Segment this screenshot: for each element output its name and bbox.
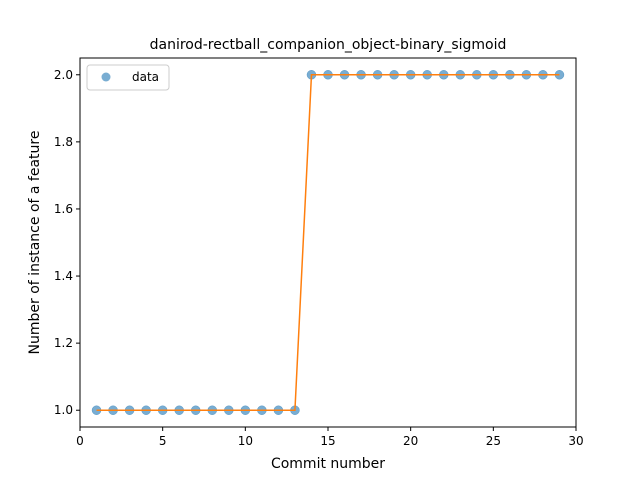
y-tick-label: 1.0 <box>54 403 73 417</box>
y-tick-label: 1.6 <box>54 202 73 216</box>
x-axis-label: Commit number <box>271 456 385 472</box>
plot-area <box>91 70 565 415</box>
x-axis: 0 5 10 15 20 25 30 <box>76 427 584 448</box>
chart-title: danirod-rectball_companion_object-binary… <box>150 37 507 53</box>
y-tick-label: 1.2 <box>54 336 73 350</box>
legend: data <box>86 64 170 91</box>
y-axis-label: Number of instance of a feature <box>27 131 43 355</box>
x-tick-label: 5 <box>159 434 167 448</box>
x-tick-label: 20 <box>403 434 418 448</box>
y-tick-label: 2.0 <box>54 68 73 82</box>
y-tick-label: 1.8 <box>54 135 73 149</box>
x-tick-label: 10 <box>238 434 253 448</box>
legend-label-data: data <box>132 70 159 84</box>
legend-marker <box>101 72 111 82</box>
legend-box <box>86 64 170 91</box>
x-tick-label: 0 <box>76 434 84 448</box>
x-tick-label: 25 <box>486 434 501 448</box>
y-tick-label: 1.4 <box>54 269 73 283</box>
y-axis: 1.0 1.2 1.4 1.6 1.8 2.0 <box>54 68 80 417</box>
x-tick-label: 30 <box>568 434 583 448</box>
x-tick-label: 15 <box>320 434 335 448</box>
fitted-line <box>96 74 560 411</box>
